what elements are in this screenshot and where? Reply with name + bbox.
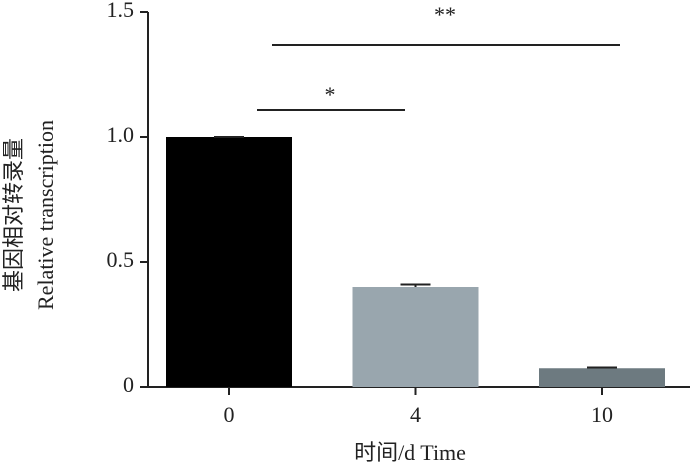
x-tick-label: 10 <box>591 402 613 427</box>
bar <box>352 287 479 387</box>
y-tick-label: 0.5 <box>107 247 135 272</box>
x-tick-label: 0 <box>224 402 235 427</box>
x-axis-label: 时间/d Time <box>354 440 466 465</box>
significance-label: * <box>325 82 336 107</box>
y-tick-label: 1.0 <box>107 122 135 147</box>
significance-label: ** <box>434 2 456 27</box>
y-axis-label: Relative transcription <box>33 120 58 310</box>
bar <box>166 137 292 387</box>
y-axis-label: 基因相对转录量 <box>1 138 26 292</box>
x-tick-label: 4 <box>410 402 421 427</box>
y-tick-label: 0 <box>123 372 134 397</box>
bar <box>539 368 665 387</box>
y-tick-label: 1.5 <box>107 0 135 22</box>
